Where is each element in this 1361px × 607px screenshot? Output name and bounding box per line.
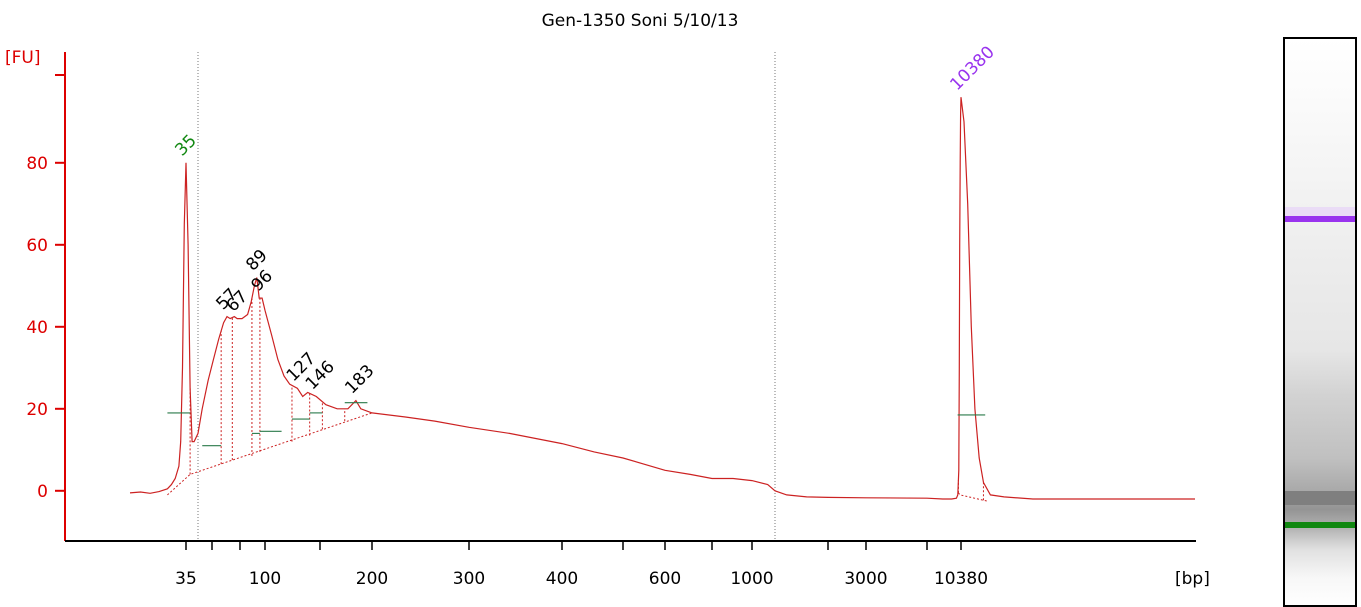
gel-lane-frame <box>1283 37 1357 607</box>
x-tick-label: 400 <box>546 569 578 589</box>
chart-title: Gen-1350 Soni 5/10/13 <box>542 11 739 31</box>
axes: 0 20 40 60 80 35 100 200 300 400 600 1000 3000 10380 <box>26 52 1196 589</box>
y-tick-label: 80 <box>26 154 48 174</box>
gel-dark-band <box>1285 491 1355 505</box>
peak-label: 10380 <box>946 42 998 94</box>
smear-baseline <box>167 412 373 496</box>
trace-layer <box>129 97 1195 500</box>
peak-integration <box>167 298 988 502</box>
marker-baseline <box>957 492 988 502</box>
x-tick-label: 600 <box>649 569 681 589</box>
x-tick-label: 10380 <box>934 569 988 589</box>
gel-lane <box>1283 37 1357 607</box>
y-tick-label: 0 <box>37 482 48 502</box>
x-tick-label: 35 <box>175 569 197 589</box>
y-axis-label: [FU] <box>5 48 41 68</box>
x-tick-label: 1000 <box>730 569 773 589</box>
peak-label: 183 <box>341 361 378 398</box>
gel-band-upper-marker <box>1285 216 1355 222</box>
x-tick-label: 100 <box>249 569 281 589</box>
gel-band-lower-marker <box>1285 522 1355 528</box>
x-tick-label: 200 <box>356 569 388 589</box>
electropherogram-chart: Gen-1350 Soni 5/10/13 [FU] [bp] 0 20 40 60 8… <box>5 11 1210 589</box>
x-axis-label: [bp] <box>1175 569 1210 589</box>
y-tick-label: 40 <box>26 318 48 338</box>
region-markers <box>197 52 776 540</box>
y-tick-label: 60 <box>26 236 48 256</box>
peak-label: 35 <box>171 131 200 160</box>
trace-line <box>129 97 1195 500</box>
y-tick-label: 20 <box>26 400 48 420</box>
x-tick-label: 300 <box>453 569 485 589</box>
x-tick-label: 3000 <box>844 569 887 589</box>
